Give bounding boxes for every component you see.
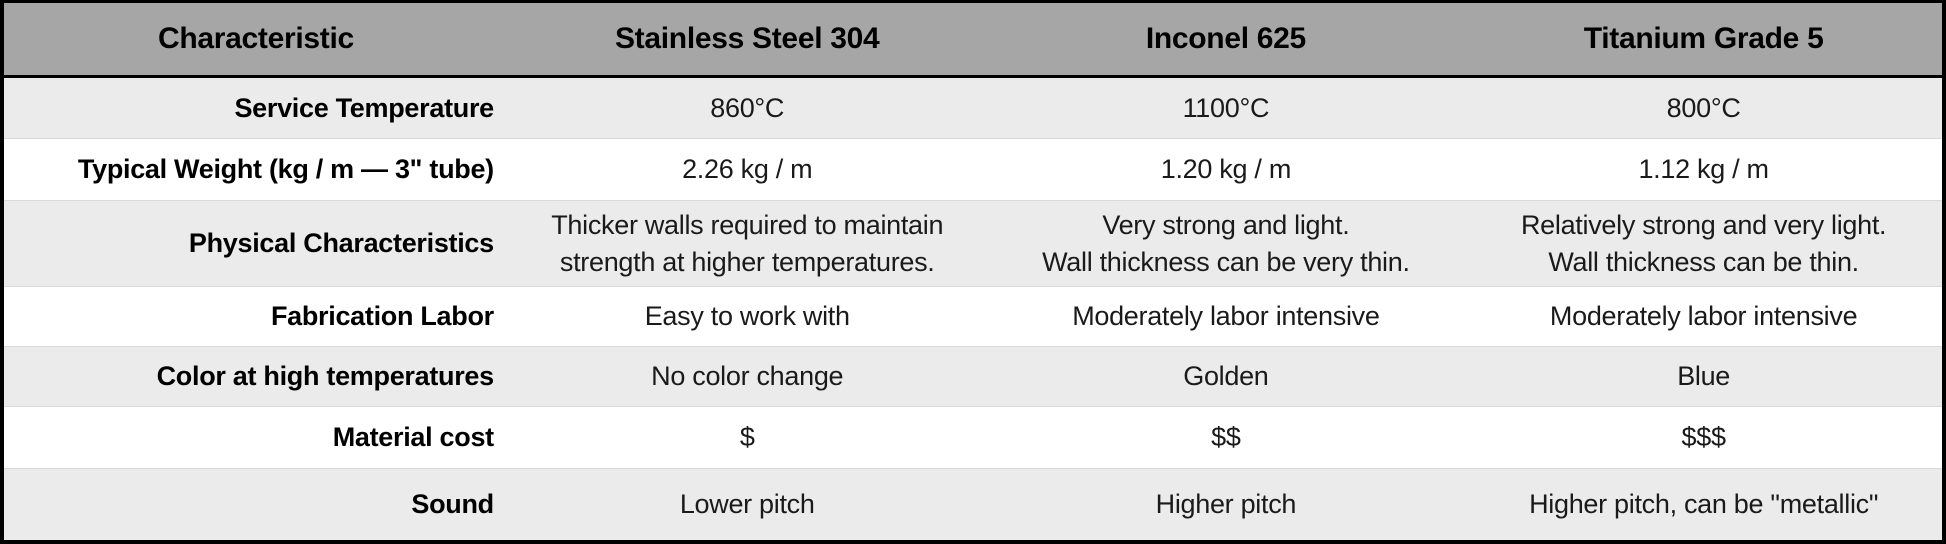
cell-value: Moderately labor intensive: [1549, 301, 1858, 332]
cell-value: 1100°C: [1182, 92, 1270, 123]
row-material-cost: Material cost $ $$ $$$: [4, 406, 1942, 469]
row-color-at-high-temperatures: Color at high temperatures No color chan…: [4, 346, 1942, 407]
comparison-table: Characteristic Stainless Steel 304 Incon…: [4, 3, 1942, 540]
cell-value: Very strong and light. Wall thickness ca…: [1042, 210, 1410, 277]
row-label: Material cost: [332, 422, 494, 453]
cell-value: 800°C: [1666, 92, 1741, 123]
row-fabrication-labor: Fabrication Labor Easy to work with Mode…: [4, 286, 1942, 347]
row-physical-characteristics: Physical Characteristics Thicker walls r…: [4, 200, 1942, 287]
row-typical-weight: Typical Weight (kg / m — 3" tube) 2.26 k…: [4, 138, 1942, 201]
cell-value: Easy to work with: [644, 301, 850, 332]
row-label: Typical Weight (kg / m — 3" tube): [77, 154, 494, 185]
row-service-temperature: Service Temperature 860°C 1100°C 800°C: [4, 76, 1942, 139]
cell-value: 860°C: [710, 92, 785, 123]
row-label: Physical Characteristics: [188, 228, 494, 259]
cell-value: 1.12 kg / m: [1638, 154, 1769, 185]
row-label: Sound: [411, 489, 494, 520]
cell-value: No color change: [651, 361, 844, 392]
cell-value: Lower pitch: [679, 489, 815, 520]
cell-value: $: [739, 422, 755, 453]
header-row: Characteristic Stainless Steel 304 Incon…: [4, 3, 1942, 78]
cell-value: Golden: [1183, 361, 1269, 392]
cell-value: $$: [1211, 422, 1241, 453]
column-header-characteristic: Characteristic: [4, 3, 508, 78]
cell-value: Blue: [1677, 361, 1731, 392]
row-label: Fabrication Labor: [270, 301, 494, 332]
row-sound: Sound Lower pitch Higher pitch Higher pi…: [4, 468, 1942, 540]
cell-value: Higher pitch, can be "metallic": [1529, 489, 1879, 520]
cell-value: $$$: [1681, 422, 1726, 453]
cell-value: 1.20 kg / m: [1160, 154, 1292, 185]
cell-value: Thicker walls required to maintain stren…: [551, 210, 944, 277]
row-label: Service Temperature: [234, 92, 494, 123]
cell-value: Relatively strong and very light. Wall t…: [1520, 210, 1887, 277]
column-header-inconel-625: Inconel 625: [986, 3, 1466, 78]
cell-value: Moderately labor intensive: [1072, 301, 1380, 332]
cell-value: Higher pitch: [1155, 489, 1297, 520]
column-header-stainless-steel-304: Stainless Steel 304: [507, 3, 987, 78]
row-label: Color at high temperatures: [156, 361, 495, 392]
cell-value: 2.26 kg / m: [682, 154, 813, 185]
column-header-titanium-grade-5: Titanium Grade 5: [1465, 3, 1942, 78]
